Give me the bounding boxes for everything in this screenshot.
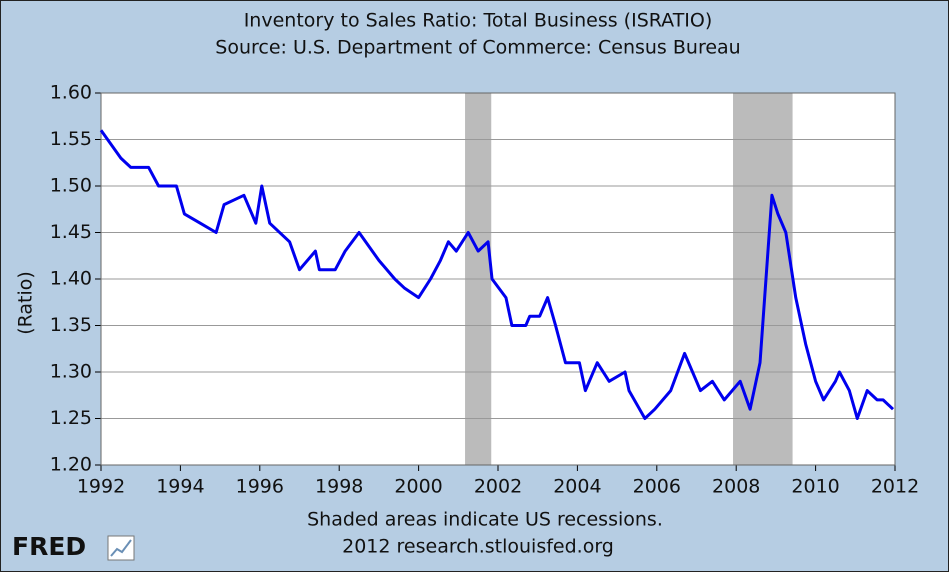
chart-title: Inventory to Sales Ratio: Total Business… xyxy=(244,10,713,32)
plot-border xyxy=(100,92,896,466)
x-tick-label: 1994 xyxy=(156,476,204,498)
x-tick-label: 1998 xyxy=(315,476,363,498)
y-tick-label: 1.50 xyxy=(50,175,92,197)
y-tick-label: 1.30 xyxy=(50,361,92,383)
credit: 2012 research.stlouisfed.org xyxy=(342,536,614,558)
x-tick-label: 2010 xyxy=(791,476,839,498)
y-tick-label: 1.55 xyxy=(50,128,92,150)
x-tick-label: 2008 xyxy=(712,476,760,498)
logo-icon-line xyxy=(110,539,132,557)
logo: FRED xyxy=(12,532,86,561)
series-line xyxy=(99,129,895,420)
x-tick-label: 2002 xyxy=(474,476,522,498)
y-tick-label: 1.20 xyxy=(50,454,92,476)
note: Shaded areas indicate US recessions. xyxy=(307,509,663,531)
y-tick-label: 1.40 xyxy=(50,268,92,290)
logo-icon xyxy=(107,535,135,561)
y-tick-label: 1.60 xyxy=(50,82,92,104)
x-tick-label: 2012 xyxy=(871,476,919,498)
x-tick-label: 1996 xyxy=(236,476,284,498)
y-tick-label: 1.35 xyxy=(50,314,92,336)
y-tick-label: 1.25 xyxy=(50,407,92,429)
chart-subtitle: Source: U.S. Department of Commerce: Cen… xyxy=(215,37,740,59)
y-axis-label: (Ratio) xyxy=(15,271,37,335)
x-tick-label: 2004 xyxy=(553,476,601,498)
x-tick-label: 1992 xyxy=(77,476,125,498)
y-tick-label: 1.45 xyxy=(50,221,92,243)
x-tick-label: 2006 xyxy=(633,476,681,498)
x-tick-label: 2000 xyxy=(394,476,442,498)
